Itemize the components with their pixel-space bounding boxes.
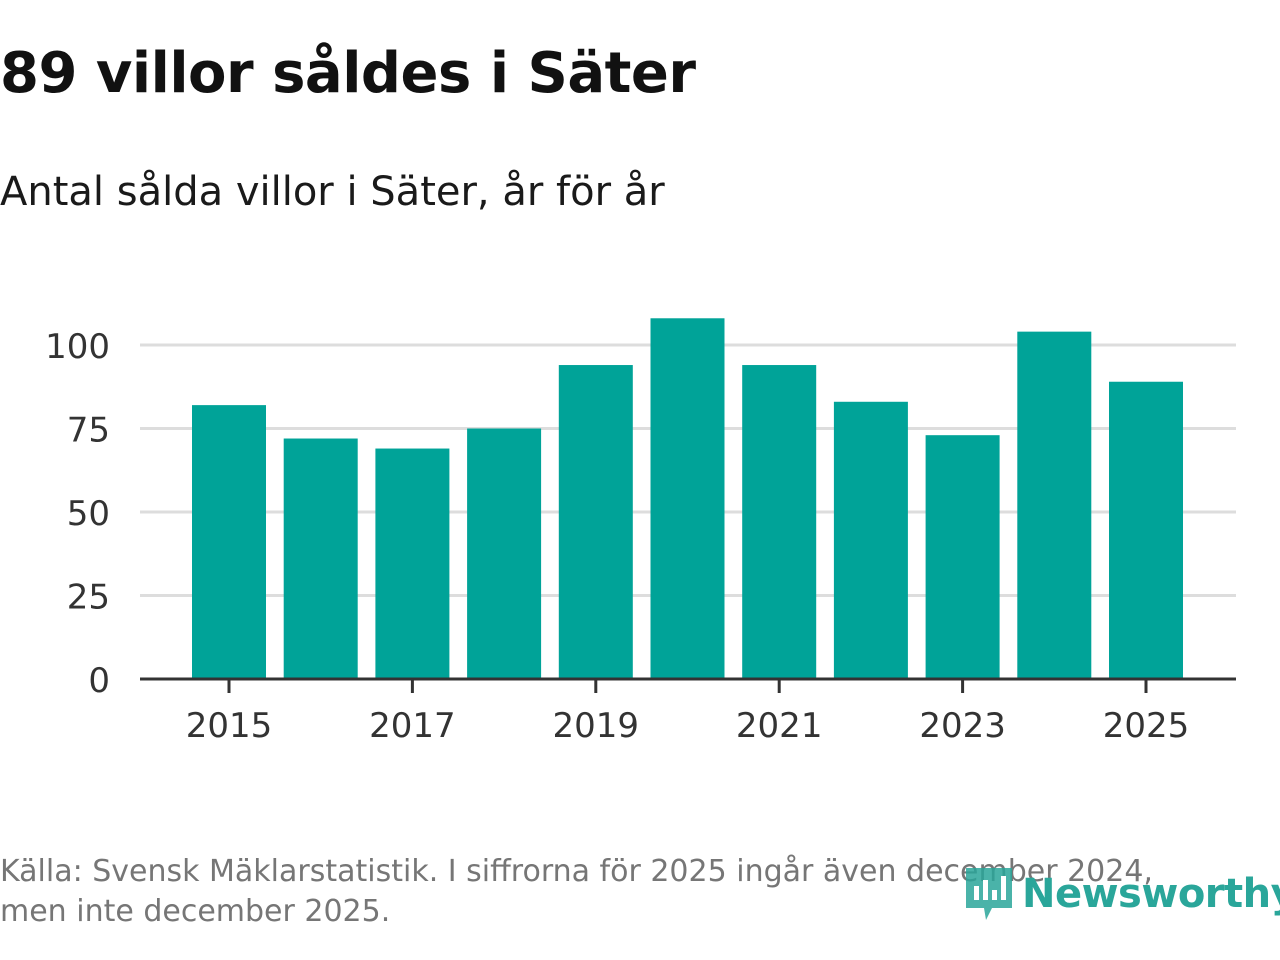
bar-2015 [192, 405, 266, 679]
bar-2020 [650, 318, 725, 679]
source-note: Källa: Svensk Mäklarstatistik. I siffror… [0, 852, 1280, 932]
x-tick-label: 2025 [1103, 706, 1190, 746]
bar-2023 [925, 435, 1000, 679]
logo-text: Newsworthy [1022, 871, 1280, 917]
x-tick-label: 2023 [919, 706, 1006, 746]
bar-2022 [833, 401, 908, 679]
bar-2018 [467, 428, 542, 679]
x-tick-label: 2019 [553, 706, 640, 746]
bar-2019 [558, 365, 633, 679]
source-line-1: Källa: Svensk Mäklarstatistik. I siffror… [0, 854, 1153, 889]
y-tick-label: 50 [67, 494, 110, 534]
bar-chart: 0 25 50 75 100 2015 2017 2019 2021 2023 2025 [45, 318, 1236, 746]
chart-subtitle: Antal sålda villor i Säter, år för år [0, 169, 665, 215]
y-tick-label: 100 [45, 327, 110, 367]
x-tick-label: 2015 [186, 706, 273, 746]
x-tick-label: 2017 [369, 706, 456, 746]
bar-2017 [375, 448, 450, 679]
newsworthy-logo: Newsworthy [962, 862, 1280, 926]
bar-2024 [1017, 331, 1092, 679]
bar-2016 [283, 438, 358, 679]
bar-2025 [1109, 381, 1183, 679]
y-tick-label: 0 [88, 661, 110, 701]
chart-title: 89 villor såldes i Säter [0, 41, 696, 106]
y-tick-label: 25 [67, 578, 110, 618]
y-tick-label: 75 [67, 411, 110, 451]
bars [192, 318, 1183, 679]
newsworthy-logo-icon [966, 868, 1012, 920]
x-tick-label: 2021 [736, 706, 823, 746]
axes: 0 25 50 75 100 2015 2017 2019 2021 2023 2025 [45, 327, 1236, 746]
bar-2021 [742, 365, 817, 679]
source-line-2: men inte december 2025. [0, 894, 391, 929]
